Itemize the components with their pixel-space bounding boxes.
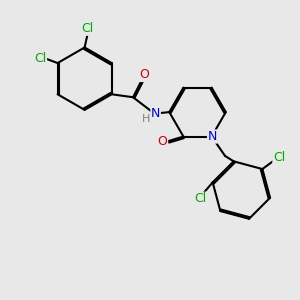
Text: Cl: Cl	[34, 52, 46, 65]
Text: N: N	[151, 107, 160, 120]
Text: Cl: Cl	[195, 192, 207, 205]
Text: O: O	[139, 68, 149, 82]
Text: H: H	[142, 114, 150, 124]
Text: N: N	[208, 130, 217, 143]
Text: Cl: Cl	[273, 151, 285, 164]
Text: O: O	[158, 134, 167, 148]
Text: Cl: Cl	[82, 22, 94, 35]
